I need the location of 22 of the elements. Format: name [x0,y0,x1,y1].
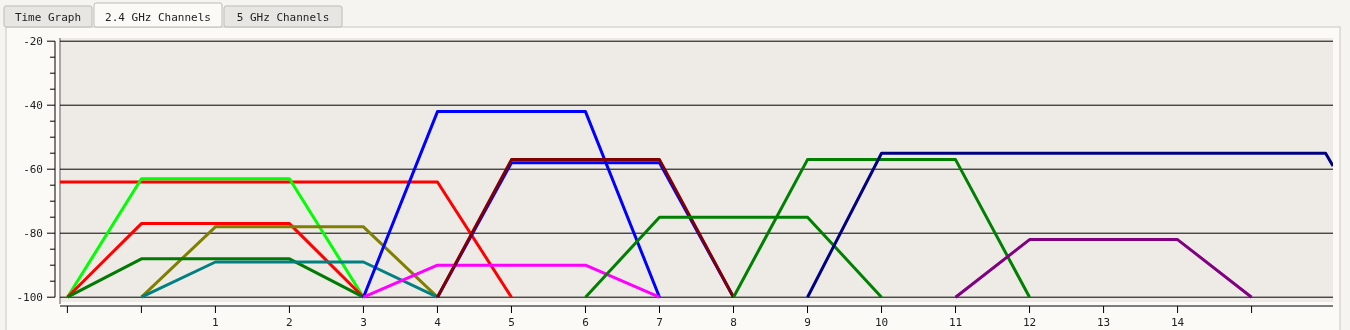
x-tick-label: 2 [286,316,293,329]
y-tick-label: -80 [23,227,43,241]
y-tick-label: -60 [23,163,43,177]
x-tick-label: 13 [1096,316,1111,329]
text: 5 GHz Channels [236,11,330,24]
x-tick-label: 11 [948,316,963,329]
text: Time Graph [14,11,82,24]
x-tick-label: 12 [1022,316,1037,329]
y-tick-label: -20 [23,35,43,49]
y-tick-label: -100 [16,291,43,305]
x-tick-label: 14 [1170,316,1185,329]
y-tick-label: -40 [23,99,43,113]
x-tick-label: 3 [360,316,367,329]
x-tick-label: 6 [582,316,589,329]
text: 2.4 GHz Channels [105,11,211,24]
x-tick-label: 8 [730,316,737,329]
x-tick-label: 7 [656,316,663,329]
x-tick-label: 4 [434,316,442,329]
x-tick-label: 10 [874,316,889,329]
x-tick-label: 9 [804,316,811,329]
x-tick-label: 5 [508,316,515,329]
x-tick-label: 1 [212,316,219,329]
